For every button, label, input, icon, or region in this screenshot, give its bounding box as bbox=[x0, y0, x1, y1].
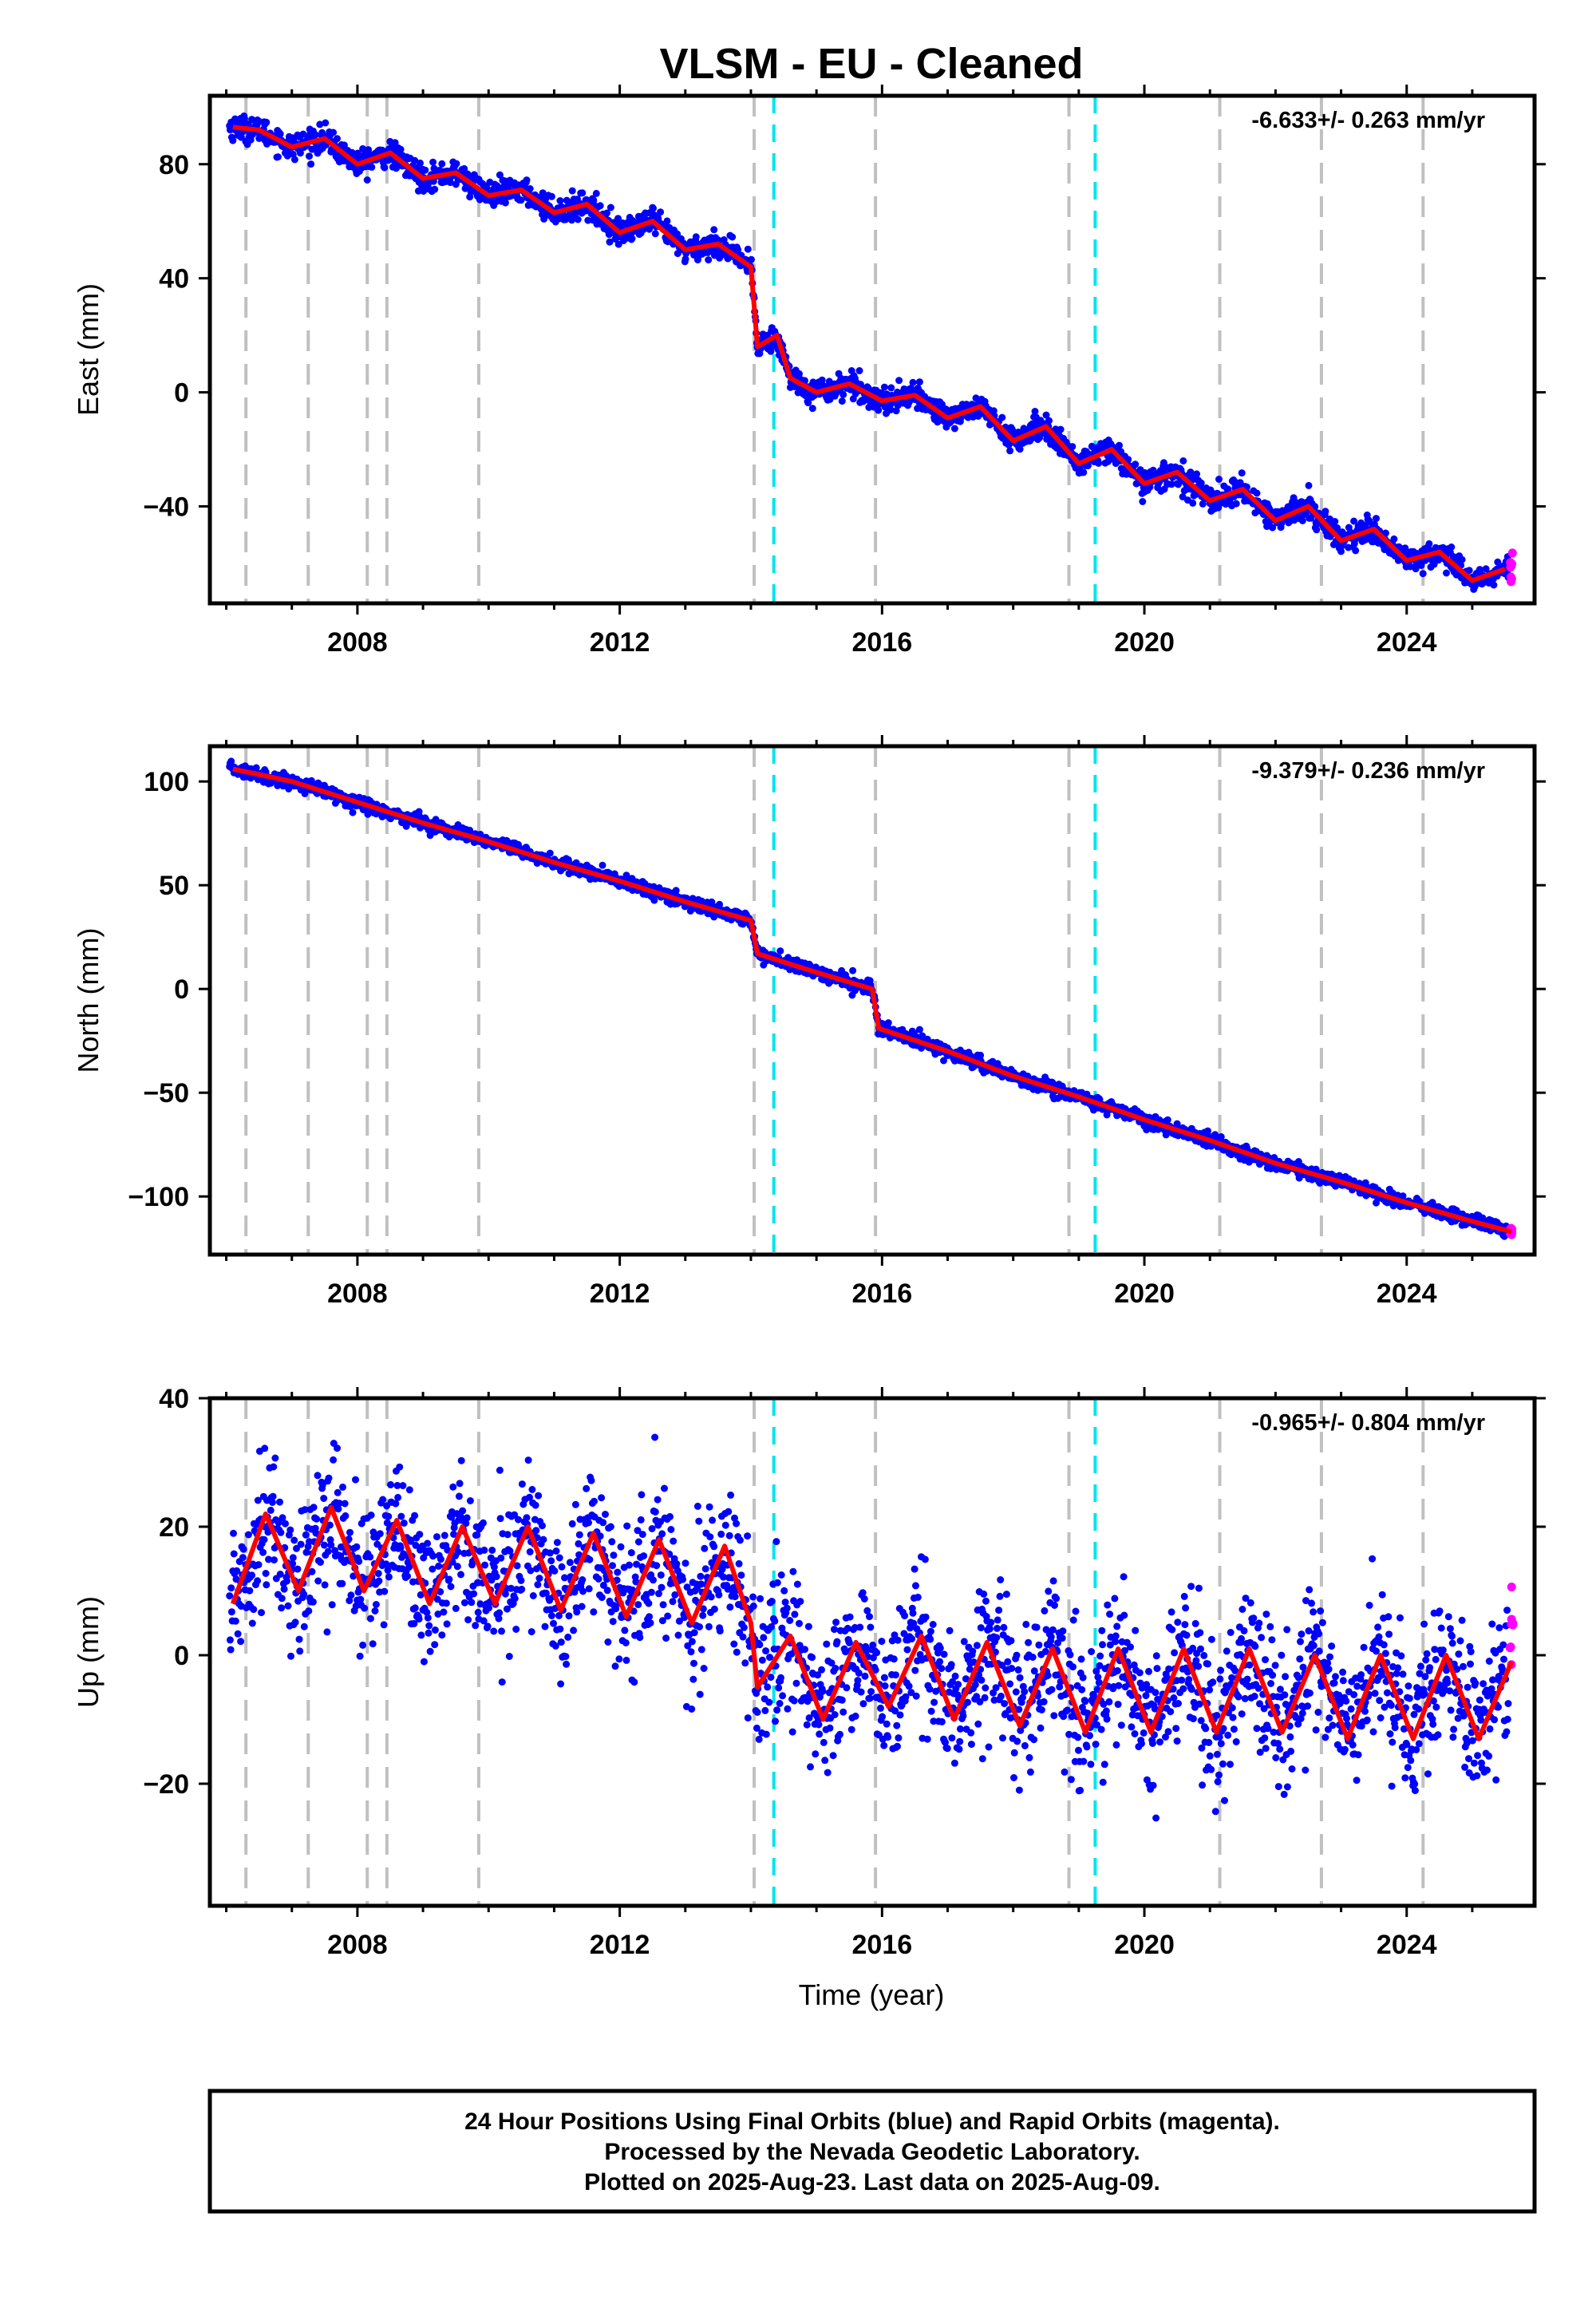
velocity-annotation: -9.379+/- 0.236 mm/yr bbox=[1251, 758, 1485, 784]
rapid-orbit-point bbox=[1506, 1642, 1515, 1652]
y-tick-label: 40 bbox=[159, 264, 189, 294]
x-tick-label: 2024 bbox=[1377, 1930, 1437, 1960]
y-tick-label: 50 bbox=[159, 871, 189, 901]
rapid-orbit-point bbox=[1507, 1583, 1516, 1592]
footer-line-3: Plotted on 2025-Aug-23. Last data on 202… bbox=[584, 2169, 1160, 2195]
y-tick-label: 40 bbox=[159, 1384, 189, 1414]
x-tick-label: 2020 bbox=[1114, 1279, 1175, 1309]
north-panel: 2008 2012 2016 2020 2024 −100 −50 0 50 100 North (… bbox=[72, 735, 1546, 1309]
y-axis-label: East (mm) bbox=[72, 283, 105, 416]
y-tick-label: −50 bbox=[143, 1078, 189, 1109]
final-orbit-scatter bbox=[226, 757, 1512, 1240]
footer-line-1: 24 Hour Positions Using Final Orbits (bl… bbox=[464, 2109, 1280, 2135]
model-fit-line bbox=[232, 124, 1506, 583]
rapid-orbit-point bbox=[1506, 572, 1515, 582]
plot-frame bbox=[207, 744, 1537, 1257]
x-tick-label: 2016 bbox=[852, 1279, 913, 1309]
plot-area bbox=[226, 746, 1517, 1255]
y-axis-label: Up (mm) bbox=[72, 1596, 105, 1708]
x-tick-label: 2008 bbox=[327, 1930, 388, 1960]
y-tick-label: 80 bbox=[159, 150, 189, 180]
y-tick-label: −40 bbox=[143, 492, 189, 523]
x-tick-label: 2016 bbox=[852, 1930, 913, 1960]
velocity-annotation: -0.965+/- 0.804 mm/yr bbox=[1251, 1410, 1485, 1436]
y-tick-label: 100 bbox=[144, 767, 189, 797]
rapid-orbit-point bbox=[1507, 548, 1517, 558]
y-tick-label: 20 bbox=[159, 1512, 189, 1543]
x-tick-label: 2020 bbox=[1114, 627, 1175, 658]
figure-title: VLSM - EU - Cleaned bbox=[659, 40, 1083, 88]
model-fit-line bbox=[232, 766, 1512, 1235]
plot-area bbox=[226, 1398, 1518, 1906]
x-tick-label: 2012 bbox=[590, 627, 650, 658]
final-orbit-scatter bbox=[226, 112, 1512, 593]
rapid-orbit-point bbox=[1507, 559, 1517, 569]
y-tick-label: 0 bbox=[174, 1641, 189, 1671]
x-tick-label: 2012 bbox=[590, 1279, 650, 1309]
x-tick-label: 2020 bbox=[1114, 1930, 1175, 1960]
up-panel: 2008 2012 2016 2020 2024 −20 0 20 40 Up (mm) -0.96… bbox=[72, 1384, 1546, 1960]
east-panel: 2008 2012 2016 2020 2024 −40 0 40 80 East (mm) -6.… bbox=[72, 85, 1546, 658]
x-axis-label: Time (year) bbox=[799, 1978, 945, 2011]
x-tick-label: 2016 bbox=[852, 627, 913, 658]
final-orbit-points bbox=[226, 1433, 1518, 1822]
final-orbit-scatter bbox=[226, 1433, 1512, 1822]
x-tick-label: 2024 bbox=[1377, 627, 1437, 658]
y-axis-label: North (mm) bbox=[72, 928, 105, 1073]
rapid-orbit-point bbox=[1508, 1620, 1518, 1630]
velocity-annotation: -6.633+/- 0.263 mm/yr bbox=[1251, 108, 1485, 133]
x-tick-label: 2008 bbox=[327, 627, 388, 658]
model-fit-line bbox=[230, 1504, 1514, 1741]
footer-box bbox=[207, 2089, 1537, 2214]
final-orbit-points bbox=[226, 112, 1517, 593]
plot-frame bbox=[207, 1396, 1537, 1908]
x-tick-label: 2008 bbox=[327, 1279, 388, 1309]
x-tick-label: 2024 bbox=[1377, 1279, 1437, 1309]
y-tick-label: −100 bbox=[128, 1182, 189, 1212]
footer-line-2: Processed by the Nevada Geodetic Laborat… bbox=[604, 2139, 1140, 2165]
x-tick-label: 2012 bbox=[590, 1930, 650, 1960]
y-tick-label: 0 bbox=[174, 974, 189, 1005]
plot-frame bbox=[207, 93, 1537, 606]
y-tick-label: −20 bbox=[143, 1769, 189, 1800]
y-tick-label: 0 bbox=[174, 378, 189, 409]
plot-area bbox=[226, 96, 1517, 603]
